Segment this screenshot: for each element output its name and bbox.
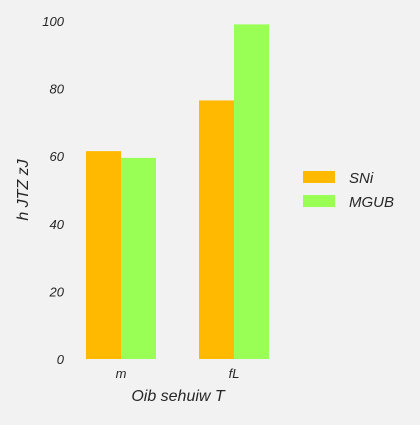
- legend-swatch-mgub: [303, 195, 335, 207]
- y-tick-label: 40: [50, 217, 65, 232]
- x-tick-labels: m fL: [116, 366, 240, 381]
- y-tick-label: 80: [50, 82, 65, 97]
- bar-mgub-0: [121, 157, 156, 359]
- x-tick-label: fL: [229, 366, 240, 381]
- legend-label-sni: SNi: [349, 170, 374, 187]
- x-axis-title: Oib sehuiw T: [131, 388, 226, 405]
- y-tick-label: 0: [57, 352, 65, 367]
- legend: SNi MGUB: [303, 170, 394, 211]
- bars-group: [86, 24, 269, 360]
- x-tick-label: m: [116, 366, 127, 381]
- bar-sni-0: [86, 151, 121, 359]
- y-tick-label: 60: [50, 149, 65, 164]
- legend-label-mgub: MGUB: [349, 194, 394, 211]
- y-tick-label: 20: [49, 284, 65, 299]
- bar-sni-1: [199, 100, 234, 360]
- y-tick-labels: 0 20 40 60 80 100: [42, 14, 64, 367]
- y-axis-title: h JTZ zJ: [15, 158, 32, 220]
- bar-mgub-1: [234, 24, 269, 359]
- y-tick-label: 100: [42, 14, 64, 29]
- legend-swatch-sni: [303, 171, 335, 183]
